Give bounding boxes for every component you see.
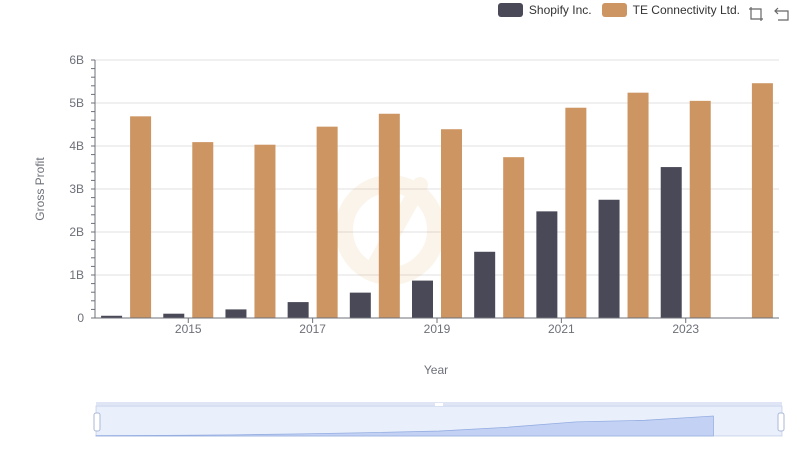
bar-te-2016[interactable] <box>254 144 276 318</box>
bar-shopify-2017[interactable] <box>287 302 309 318</box>
bar-te-2018[interactable] <box>378 113 400 318</box>
legend-item-te[interactable]: TE Connectivity Ltd. <box>601 3 740 17</box>
datazoom-preview-area <box>95 415 714 437</box>
datazoom-handle-right[interactable] <box>777 412 785 432</box>
y-tick-label: 0 <box>77 311 84 325</box>
zoom-icon[interactable] <box>748 6 764 22</box>
x-tick-label: 2019 <box>424 322 451 336</box>
datazoom-move-handle[interactable] <box>435 403 443 406</box>
bar-te-2014[interactable] <box>130 116 152 318</box>
legend-swatch-te <box>601 3 627 17</box>
legend-item-shopify[interactable]: Shopify Inc. <box>497 3 592 17</box>
bar-shopify-2023[interactable] <box>660 167 682 318</box>
bar-te-2021[interactable] <box>565 107 587 318</box>
y-tick-label: 5B <box>69 96 84 110</box>
x-tick-label: 2017 <box>299 322 326 336</box>
bar-te-2019[interactable] <box>441 129 462 318</box>
y-tick-label: 6B <box>69 53 84 67</box>
bar-te-2020[interactable] <box>503 157 525 318</box>
bar-shopify-2018[interactable] <box>349 292 371 318</box>
legend-swatch-shopify <box>497 3 523 17</box>
toolbox <box>748 6 790 22</box>
bar-shopify-2022[interactable] <box>598 199 620 318</box>
legend-label-te: TE Connectivity Ltd. <box>632 3 740 17</box>
datazoom-slider <box>93 402 785 437</box>
y-axis-title: Gross Profit <box>33 157 47 221</box>
x-tick-label: 2015 <box>175 322 202 336</box>
restore-icon[interactable] <box>774 6 790 22</box>
bar-shopify-2016[interactable] <box>225 309 247 318</box>
datazoom-handle-left[interactable] <box>93 412 101 432</box>
bar-te-2017[interactable] <box>316 126 338 319</box>
y-tick-label: 4B <box>69 139 84 153</box>
axis-labels: Year Gross Profit <box>33 157 448 377</box>
bar-te-2023[interactable] <box>689 100 711 318</box>
x-axis-title: Year <box>424 363 448 377</box>
x-tick-label: 2021 <box>548 322 575 336</box>
y-tick-label: 3B <box>69 182 84 196</box>
bars <box>101 83 773 319</box>
datazoom-selection[interactable] <box>96 406 782 436</box>
bar-shopify-2020[interactable] <box>474 251 496 318</box>
bar-shopify-2021[interactable] <box>536 211 558 318</box>
legend-label-shopify: Shopify Inc. <box>528 3 592 17</box>
bar-shopify-2014[interactable] <box>101 315 123 318</box>
bar-te-2022[interactable] <box>627 92 649 319</box>
bar-te-2024[interactable] <box>751 83 773 318</box>
bar-te-2015[interactable] <box>192 142 214 318</box>
y-tick-label: 2B <box>69 225 84 239</box>
y-tick-label: 1B <box>69 268 84 282</box>
axes: 0 1B 2B 3B 4B 5B 6B 2015 2017 2019 2021 2023 <box>69 53 779 336</box>
bar-shopify-2019[interactable] <box>412 280 433 318</box>
bar-shopify-2015[interactable] <box>163 313 185 318</box>
x-tick-label: 2023 <box>672 322 699 336</box>
legend: Shopify Inc. TE Connectivity Ltd. <box>497 3 740 17</box>
